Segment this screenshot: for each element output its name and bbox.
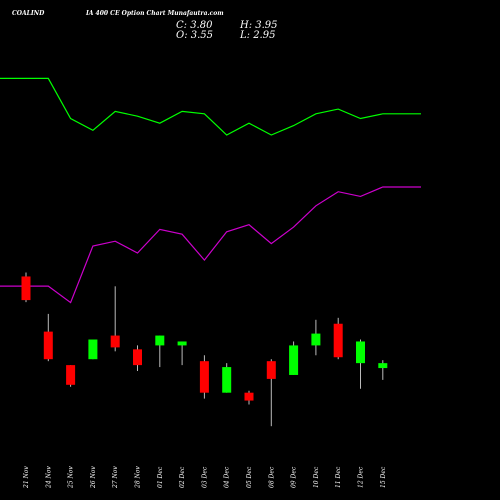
candle bbox=[21, 272, 31, 303]
x-tick-label: 04 Dec bbox=[224, 466, 231, 488]
candle bbox=[333, 317, 343, 360]
candle-body-down bbox=[244, 392, 254, 401]
x-tick-label: 27 Nov bbox=[112, 466, 119, 489]
x-tick-label: 11 Dec bbox=[335, 466, 342, 488]
indicator-lines bbox=[0, 77, 421, 304]
candle-body-up bbox=[311, 333, 321, 346]
candle-body-up bbox=[356, 341, 365, 364]
candle-body-down bbox=[333, 323, 343, 358]
site-name: utra.com bbox=[193, 10, 224, 17]
x-tick-label: 08 Dec bbox=[268, 466, 275, 488]
candle-body-down bbox=[110, 335, 120, 348]
x-tick-label: 05 Dec bbox=[246, 466, 253, 488]
symbol-label: COALIND bbox=[12, 10, 45, 17]
candle bbox=[88, 339, 98, 360]
candle bbox=[110, 286, 120, 352]
candle bbox=[266, 359, 276, 427]
candle-body-down bbox=[66, 365, 76, 385]
candle bbox=[289, 341, 299, 375]
candle-body-down bbox=[21, 276, 31, 301]
candle bbox=[311, 319, 321, 356]
candle bbox=[155, 335, 165, 368]
indicator-line-2 bbox=[0, 186, 421, 304]
candle-body-down bbox=[199, 361, 209, 393]
x-tick-label: 10 Dec bbox=[313, 466, 320, 488]
x-tick-label: 02 Dec bbox=[179, 466, 186, 488]
candle-body-up bbox=[222, 367, 232, 393]
x-tick-label: 01 Dec bbox=[157, 466, 164, 488]
candle bbox=[66, 365, 76, 387]
x-tick-label: 21 Nov bbox=[23, 466, 30, 489]
candle-body-up bbox=[289, 345, 299, 375]
x-tick-label: 09 Dec bbox=[291, 466, 298, 488]
x-tick-label: 12 Dec bbox=[358, 466, 365, 488]
x-tick-label: 03 Dec bbox=[201, 466, 208, 488]
x-tick-label: 26 Nov bbox=[90, 466, 97, 489]
candle-body-up bbox=[177, 341, 187, 346]
open-value: O: 3.55 bbox=[176, 30, 214, 41]
candle bbox=[199, 355, 209, 399]
candle bbox=[378, 360, 388, 380]
candle bbox=[43, 313, 53, 362]
x-tick-label: 28 Nov bbox=[135, 466, 142, 489]
candles bbox=[21, 272, 388, 427]
candle-body-down bbox=[266, 361, 276, 379]
x-axis-labels: 21 Nov 24 Nov 25 Nov 26 Nov 27 Nov 28 Nov 01 D… bbox=[23, 466, 387, 489]
candle bbox=[177, 341, 187, 366]
indicator-line-1 bbox=[0, 77, 421, 136]
candle-body-down bbox=[133, 349, 142, 366]
chart-subtitle: IA 400 CE Option Chart Munafautra.com bbox=[86, 10, 224, 17]
candle bbox=[133, 345, 142, 372]
candle-body-up bbox=[378, 363, 388, 369]
candle-body-down bbox=[43, 331, 53, 360]
candle bbox=[356, 339, 365, 389]
high-value: H: 3.95 bbox=[240, 20, 278, 31]
x-tick-label: 24 Nov bbox=[45, 466, 52, 489]
low-value: L: 2.95 bbox=[240, 30, 276, 41]
x-tick-label: 25 Nov bbox=[68, 466, 75, 489]
candle-body-up bbox=[155, 335, 165, 346]
subtitle-text: IA 400 CE Option Chart Munafa bbox=[86, 10, 194, 17]
candle bbox=[244, 390, 254, 405]
candle bbox=[222, 363, 232, 393]
x-tick-label: 15 Dec bbox=[380, 466, 387, 488]
close-value: C: 3.80 bbox=[176, 20, 213, 31]
candle-body-up bbox=[88, 339, 98, 360]
